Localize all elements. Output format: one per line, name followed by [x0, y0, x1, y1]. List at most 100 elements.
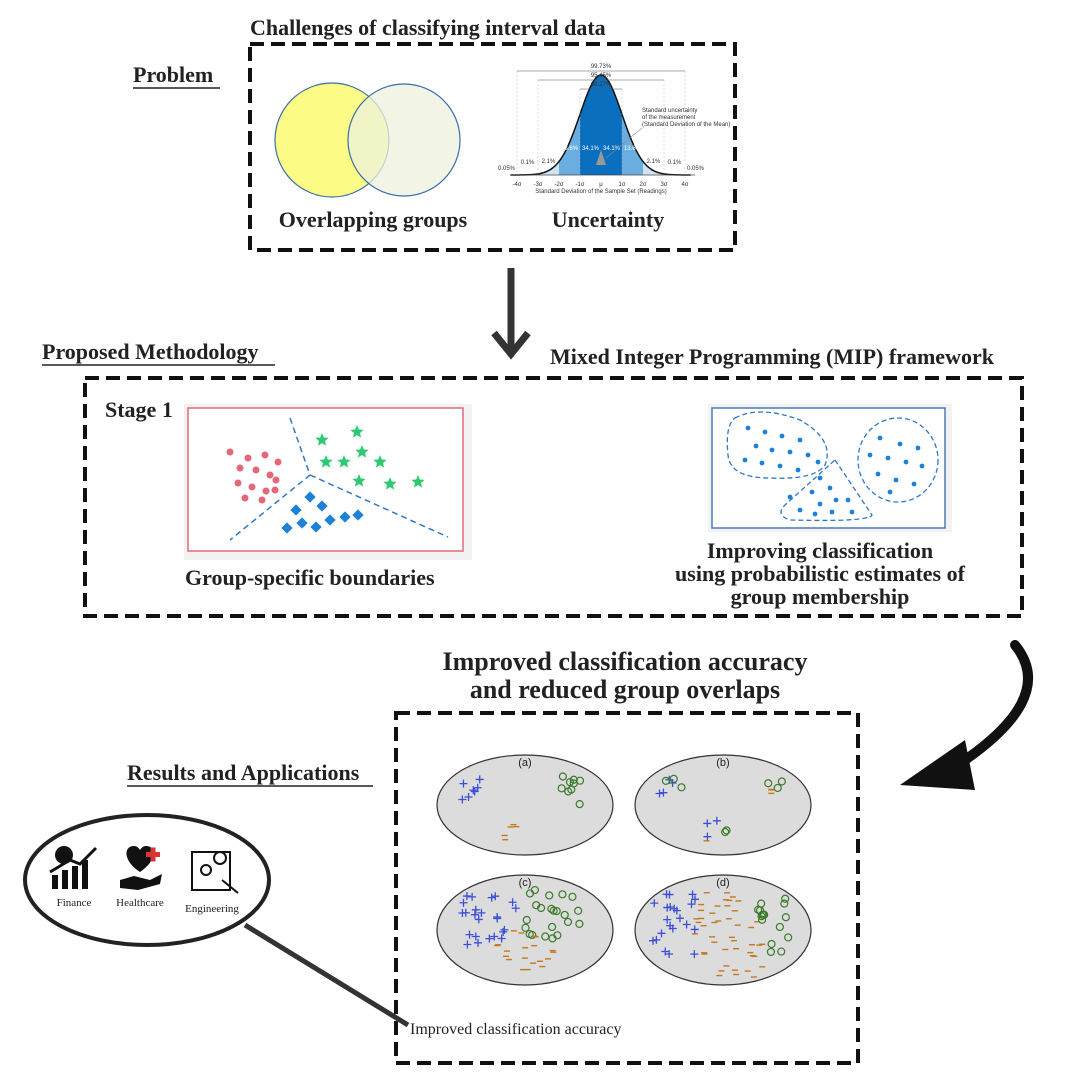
plus	[493, 914, 502, 923]
results-heading: Improved classification accuracy	[443, 647, 808, 676]
circle-mark	[558, 890, 567, 899]
diamond	[316, 500, 328, 512]
band-label: 0.1%	[521, 160, 535, 166]
plus	[655, 789, 664, 798]
venn-b	[347, 83, 461, 197]
circle-mark	[522, 915, 531, 925]
results-caption: Improved classification accuracy	[410, 1021, 621, 1038]
plus	[690, 950, 699, 959]
plus	[473, 783, 482, 792]
dot	[795, 467, 801, 473]
plus	[459, 779, 468, 788]
plus	[464, 793, 473, 802]
plus	[703, 832, 712, 841]
circle-mark	[777, 947, 786, 956]
circle-mark	[757, 915, 767, 924]
method-box	[83, 376, 1024, 618]
circle-mark	[548, 934, 557, 943]
dot	[753, 443, 759, 449]
plus	[668, 779, 677, 788]
band-label: 0.1%	[668, 160, 682, 166]
plus	[659, 788, 668, 797]
problem-label: Problem	[133, 62, 213, 87]
circle-mark	[560, 910, 569, 920]
diamond	[290, 504, 302, 516]
band-label: 2.1%	[542, 159, 556, 165]
caption: Improving classification	[707, 538, 933, 563]
circle-mark	[557, 784, 566, 793]
plus	[468, 892, 477, 901]
band-label: 13.6%	[561, 146, 579, 152]
dot	[812, 511, 818, 517]
dot	[271, 486, 279, 494]
diamond	[296, 517, 308, 529]
dot	[875, 471, 881, 477]
circle-mark	[780, 899, 789, 908]
plus	[500, 925, 509, 934]
dot	[252, 466, 260, 474]
star	[383, 477, 397, 490]
note: (Standard Deviation of the Mean)	[642, 122, 730, 128]
dot	[779, 433, 785, 439]
circle-mark	[569, 775, 578, 784]
circle-mark	[775, 922, 784, 932]
results-heading: and reduced group overlaps	[470, 675, 780, 704]
dot	[911, 481, 917, 487]
circle-mark	[677, 783, 686, 792]
plus	[675, 914, 684, 923]
problem-box	[248, 42, 737, 252]
circle-mark	[545, 891, 554, 900]
circle-mark	[669, 774, 678, 783]
dot	[797, 437, 803, 443]
plus	[485, 934, 494, 943]
dot	[261, 451, 269, 459]
dot	[919, 463, 925, 469]
application: Engineering	[185, 903, 239, 915]
panel	[187, 407, 464, 552]
axis-label: 2σ	[639, 182, 646, 188]
dot	[266, 471, 274, 479]
diamond	[339, 511, 351, 523]
plus	[487, 893, 496, 902]
plus	[490, 932, 499, 941]
circle-mark	[758, 910, 767, 919]
dot	[241, 494, 249, 502]
axis-label: 3σ	[660, 182, 667, 188]
plus	[668, 924, 677, 933]
dot	[903, 459, 909, 465]
plus	[499, 927, 508, 936]
panel-label: (b)	[716, 757, 729, 769]
circle-mark	[777, 777, 786, 786]
diamond	[310, 521, 322, 533]
plus	[650, 899, 659, 908]
dot	[897, 441, 903, 447]
results-label: Results and Applications	[127, 760, 360, 785]
application: Finance	[57, 897, 92, 909]
mean-error	[596, 150, 606, 165]
circle-mark	[547, 922, 557, 932]
plus	[672, 906, 681, 915]
range-label: 95.45%	[591, 73, 612, 79]
band	[643, 161, 664, 175]
stage: Stage 1	[105, 397, 173, 422]
arrow-head	[900, 740, 975, 790]
dot	[787, 449, 793, 455]
clusters	[226, 425, 425, 534]
dot	[805, 452, 811, 458]
dot	[248, 483, 256, 491]
note-pointer	[605, 127, 643, 159]
plus	[665, 949, 674, 958]
circle-mark	[767, 939, 776, 949]
panel	[436, 754, 614, 856]
plus	[474, 915, 483, 924]
finance-icon	[49, 846, 98, 889]
dot	[887, 489, 893, 495]
method-label: Proposed Methodology	[42, 339, 259, 364]
dot	[777, 463, 783, 469]
dot	[885, 455, 891, 461]
dot	[893, 477, 899, 483]
plus	[465, 930, 474, 939]
band-label: 0.05%	[498, 166, 516, 172]
dot	[742, 457, 748, 463]
